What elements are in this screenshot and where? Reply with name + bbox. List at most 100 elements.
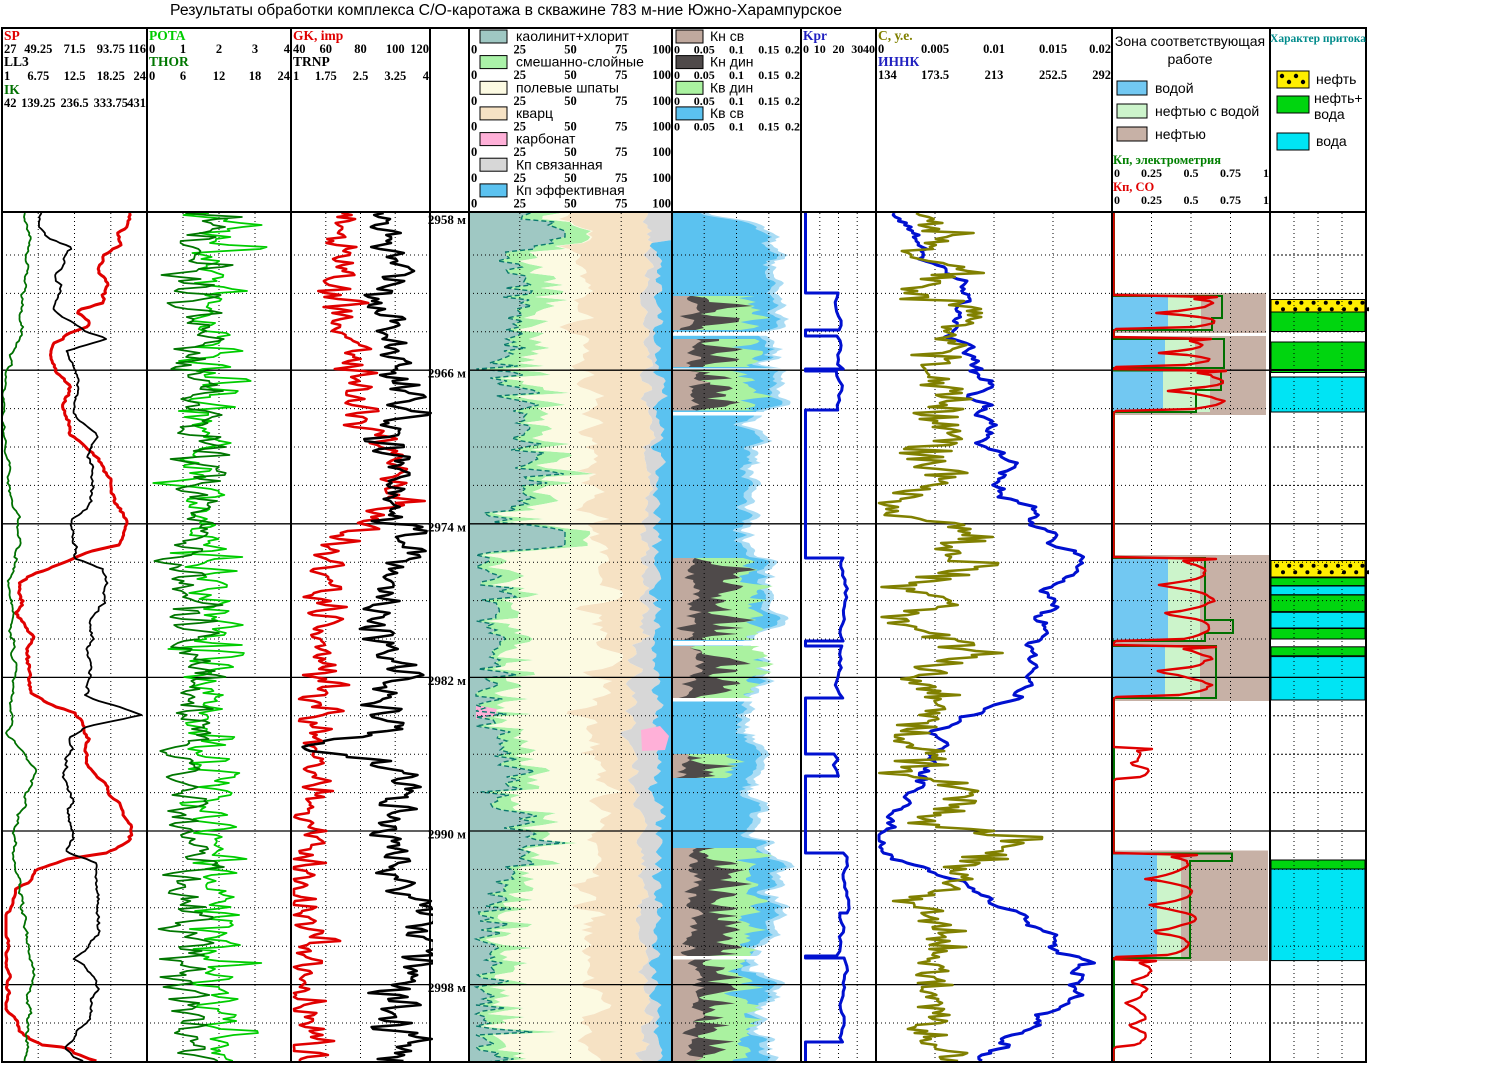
svg-text:100: 100 bbox=[652, 171, 671, 185]
svg-text:0.05: 0.05 bbox=[694, 68, 715, 82]
svg-text:25: 25 bbox=[514, 119, 527, 133]
svg-text:0: 0 bbox=[149, 42, 155, 56]
svg-text:116: 116 bbox=[128, 42, 146, 56]
svg-text:нефтью: нефтью bbox=[1155, 126, 1206, 142]
svg-text:0.1: 0.1 bbox=[729, 68, 744, 82]
svg-text:213: 213 bbox=[985, 68, 1004, 82]
svg-text:236.5: 236.5 bbox=[60, 96, 88, 110]
svg-text:0.01: 0.01 bbox=[983, 42, 1005, 56]
svg-text:0.75: 0.75 bbox=[1220, 193, 1241, 207]
svg-text:Зона соответствующая: Зона соответствующая bbox=[1115, 33, 1265, 49]
svg-text:10: 10 bbox=[814, 42, 826, 56]
svg-text:75: 75 bbox=[615, 145, 628, 159]
svg-text:0: 0 bbox=[1114, 166, 1120, 180]
svg-text:0.05: 0.05 bbox=[694, 43, 715, 57]
svg-text:нефть: нефть bbox=[1316, 71, 1356, 87]
svg-text:0: 0 bbox=[674, 43, 680, 57]
svg-text:100: 100 bbox=[386, 42, 405, 56]
svg-text:0: 0 bbox=[674, 68, 680, 82]
svg-text:0: 0 bbox=[471, 196, 477, 210]
svg-text:30: 30 bbox=[851, 42, 863, 56]
svg-text:0.25: 0.25 bbox=[1141, 193, 1162, 207]
svg-text:50: 50 bbox=[564, 119, 577, 133]
svg-text:431: 431 bbox=[127, 96, 146, 110]
svg-text:25: 25 bbox=[514, 43, 527, 57]
svg-text:TRNP: TRNP bbox=[293, 54, 330, 69]
svg-text:вода: вода bbox=[1316, 133, 1347, 149]
svg-text:работе: работе bbox=[1167, 51, 1212, 67]
svg-text:0.15: 0.15 bbox=[758, 119, 779, 133]
svg-text:смешанно-слойные: смешанно-слойные bbox=[516, 54, 644, 70]
svg-text:полевые шпаты: полевые шпаты bbox=[516, 79, 619, 95]
svg-text:0.05: 0.05 bbox=[694, 94, 715, 108]
svg-text:2982 м: 2982 м bbox=[428, 673, 466, 688]
svg-text:100: 100 bbox=[652, 145, 671, 159]
svg-text:0: 0 bbox=[803, 42, 809, 56]
svg-text:71.5: 71.5 bbox=[64, 42, 86, 56]
svg-text:40: 40 bbox=[293, 42, 306, 56]
svg-text:0: 0 bbox=[674, 94, 680, 108]
svg-text:0: 0 bbox=[471, 94, 477, 108]
svg-text:С, у.е.: С, у.е. bbox=[878, 28, 913, 43]
svg-text:2.5: 2.5 bbox=[353, 69, 369, 83]
svg-text:25: 25 bbox=[514, 94, 527, 108]
svg-text:139.25: 139.25 bbox=[21, 96, 55, 110]
svg-text:Характер притока: Характер притока bbox=[1270, 33, 1366, 45]
svg-text:1.75: 1.75 bbox=[315, 69, 337, 83]
svg-text:75: 75 bbox=[615, 68, 628, 82]
svg-text:ИННК: ИННК bbox=[878, 54, 920, 69]
svg-text:1: 1 bbox=[1263, 193, 1269, 207]
svg-text:173.5: 173.5 bbox=[921, 68, 949, 82]
svg-text:75: 75 bbox=[615, 171, 628, 185]
svg-text:75: 75 bbox=[615, 94, 628, 108]
svg-text:3.25: 3.25 bbox=[384, 69, 406, 83]
svg-text:1: 1 bbox=[293, 69, 299, 83]
svg-text:27: 27 bbox=[4, 42, 17, 56]
svg-text:0.75: 0.75 bbox=[1220, 166, 1241, 180]
svg-text:134: 134 bbox=[878, 68, 898, 82]
svg-text:0.2: 0.2 bbox=[785, 68, 800, 82]
svg-text:Кп, электрометрия: Кп, электрометрия bbox=[1113, 153, 1221, 167]
svg-text:Kpr: Kpr bbox=[803, 28, 827, 43]
svg-text:Кн дин: Кн дин bbox=[710, 54, 754, 70]
svg-text:100: 100 bbox=[652, 196, 671, 210]
svg-text:120: 120 bbox=[410, 42, 429, 56]
svg-text:292: 292 bbox=[1092, 68, 1111, 82]
svg-text:0.015: 0.015 bbox=[1039, 42, 1067, 56]
svg-text:SP: SP bbox=[4, 28, 20, 43]
svg-text:12: 12 bbox=[213, 69, 226, 83]
svg-text:0.2: 0.2 bbox=[785, 119, 800, 133]
svg-text:карбонат: карбонат bbox=[516, 131, 576, 147]
svg-text:2958 м: 2958 м bbox=[428, 212, 466, 227]
svg-text:Кв дин: Кв дин bbox=[710, 79, 753, 95]
svg-text:50: 50 bbox=[564, 171, 577, 185]
svg-text:0.2: 0.2 bbox=[785, 43, 800, 57]
svg-text:2974 м: 2974 м bbox=[428, 519, 466, 534]
svg-text:50: 50 bbox=[564, 68, 577, 82]
svg-text:50: 50 bbox=[564, 43, 577, 57]
svg-text:60: 60 bbox=[320, 42, 333, 56]
svg-text:24: 24 bbox=[134, 69, 147, 83]
svg-text:0.2: 0.2 bbox=[785, 94, 800, 108]
svg-text:49.25: 49.25 bbox=[24, 42, 52, 56]
svg-text:6: 6 bbox=[180, 69, 186, 83]
svg-text:нефть+: нефть+ bbox=[1314, 90, 1363, 106]
svg-text:кварц: кварц bbox=[516, 105, 553, 121]
svg-text:0.25: 0.25 bbox=[1141, 166, 1162, 180]
svg-text:LL3: LL3 bbox=[4, 54, 29, 69]
svg-text:2990 м: 2990 м bbox=[428, 827, 466, 842]
svg-text:25: 25 bbox=[514, 171, 527, 185]
svg-text:0.05: 0.05 bbox=[694, 119, 715, 133]
svg-text:0: 0 bbox=[471, 145, 477, 159]
svg-text:50: 50 bbox=[564, 196, 577, 210]
svg-text:0: 0 bbox=[471, 43, 477, 57]
svg-text:4: 4 bbox=[284, 42, 291, 56]
svg-text:6.75: 6.75 bbox=[27, 69, 49, 83]
svg-text:100: 100 bbox=[652, 94, 671, 108]
svg-text:24: 24 bbox=[278, 69, 291, 83]
svg-text:0: 0 bbox=[674, 119, 680, 133]
svg-text:Кн св: Кн св bbox=[710, 28, 744, 44]
svg-text:1: 1 bbox=[1263, 166, 1269, 180]
svg-text:Кп связанная: Кп связанная bbox=[516, 156, 603, 172]
svg-text:50: 50 bbox=[564, 94, 577, 108]
